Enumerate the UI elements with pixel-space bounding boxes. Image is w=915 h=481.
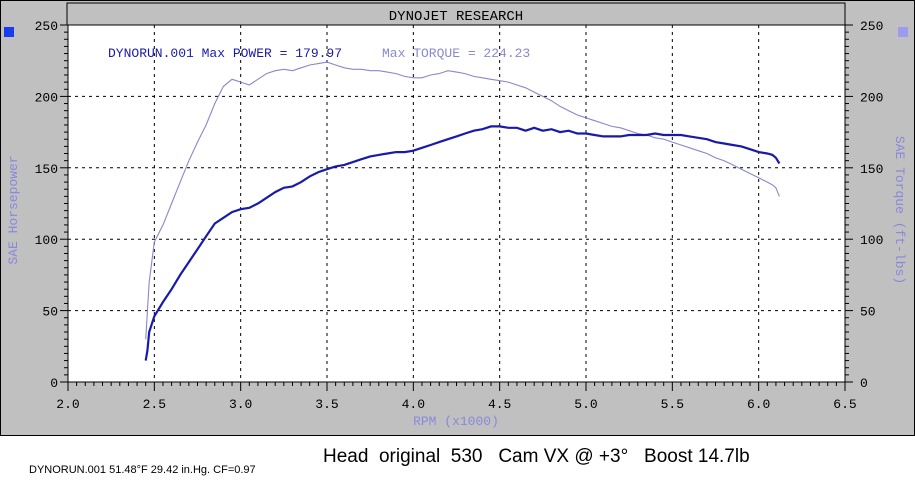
x-axis-label: RPM (x1000)	[413, 414, 499, 429]
x-tick-label: 4.5	[488, 397, 511, 412]
y-left-tick-label: 200	[35, 90, 58, 105]
x-tick-label: 4.0	[402, 397, 425, 412]
chart-title: DYNOJET RESEARCH	[389, 9, 523, 25]
y-right-tick-label: 150	[860, 162, 883, 177]
x-tick-label: 5.0	[574, 397, 597, 412]
legend-power-label: DYNORUN.001 Max POWER = 179.97	[108, 46, 342, 61]
x-tick-label: 5.5	[661, 397, 684, 412]
y-left-tick-label: 100	[35, 233, 58, 248]
y-right-tick-label: 100	[860, 233, 883, 248]
x-tick-label: 2.0	[56, 397, 79, 412]
torque-series-line	[145, 61, 780, 340]
power-series-line	[144, 125, 781, 361]
y-right-tick-label: 50	[860, 305, 876, 320]
y-left-tick-label: 0	[50, 376, 58, 391]
x-tick-label: 3.0	[229, 397, 252, 412]
x-tick-label: 6.0	[747, 397, 770, 412]
y-axis-left-label: SAE Horsepower	[6, 155, 21, 264]
y-left-tick-label: 50	[42, 305, 58, 320]
x-tick-label: 2.5	[143, 397, 166, 412]
dyno-chart: DYNOJET RESEARCH 2.0 2.5 3.0 3.5 4.0 4.5 5.0 5.…	[4, 2, 908, 429]
x-tick-label: 6.5	[833, 397, 856, 412]
y-left-tick-label: 250	[35, 19, 58, 34]
plot-area	[67, 24, 846, 383]
y-right-tick-label: 0	[860, 376, 868, 391]
torque-marker	[898, 27, 908, 37]
run-info: DYNORUN.001 51.48°F 29.42 in.Hg. CF=0.97	[29, 464, 256, 476]
legend-torque-label: Max TORQUE = 224.23	[382, 46, 530, 61]
run-caption: Head original 530 Cam VX @ +3° Boost 14.…	[323, 446, 750, 467]
y-right-tick-label: 250	[860, 19, 883, 34]
y-right-tick-label: 200	[860, 90, 883, 105]
x-tick-label: 3.5	[315, 397, 338, 412]
tick-labels: 2.0 2.5 3.0 3.5 4.0 4.5 5.0 5.5 6.0 6.5 0 0 50 50 100 1…	[35, 19, 884, 412]
power-marker	[4, 27, 14, 37]
y-axis-right-label: SAE Torque (ft-lbs)	[892, 136, 907, 284]
axis-ticks	[60, 24, 853, 391]
y-left-tick-label: 150	[35, 162, 58, 177]
